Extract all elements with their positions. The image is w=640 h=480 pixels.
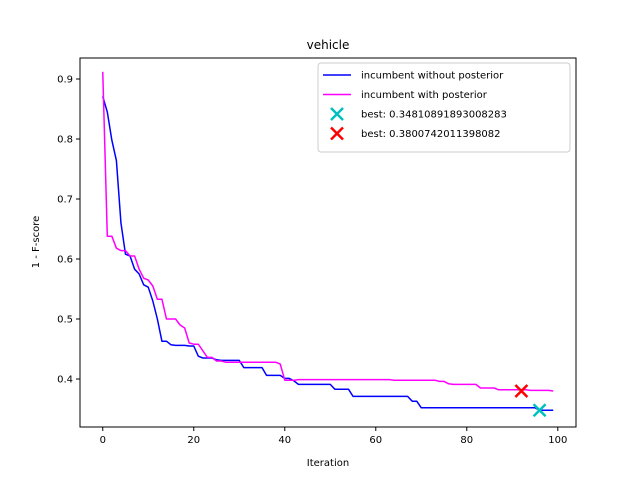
best-marker-1-stroke-b — [532, 403, 547, 418]
series-line-2 — [102, 71, 554, 392]
y-tick-label-0.4: 0.4 — [57, 375, 73, 386]
x-tick-label-100: 100 — [548, 435, 567, 446]
best-marker-2-stroke-b — [514, 384, 529, 398]
y-axis: 0.4 0.5 0.6 0.7 0.8 0.9 — [57, 75, 80, 386]
x-axis-label: Iteration — [307, 458, 349, 469]
y-tick-label-0.9: 0.9 — [57, 75, 73, 86]
legend: incumbent without posterior incumbent wit… — [317, 62, 571, 153]
legend-label-series-1: incumbent without posterior — [361, 71, 504, 82]
legend-label-best-2: best: 0.3800742011398082 — [361, 129, 501, 140]
legend-marker-2-b — [330, 126, 344, 141]
x-tick-label-80: 80 — [460, 435, 473, 446]
legend-marker-1-b — [330, 107, 344, 121]
legend-label-best-1: best: 0.34810891893008283 — [361, 110, 507, 121]
x-tick-label-60: 60 — [369, 435, 382, 446]
y-tick-label-0.7: 0.7 — [57, 195, 73, 206]
legend-box — [317, 62, 571, 153]
series-line-1 — [102, 96, 554, 411]
y-tick-label-0.5: 0.5 — [57, 315, 73, 326]
x-tick-label-20: 20 — [187, 435, 200, 446]
plot-area-frame — [79, 57, 577, 428]
best-marker-2 — [514, 384, 529, 398]
x-tick-label-0: 0 — [100, 435, 106, 446]
x-tick-label-40: 40 — [278, 435, 291, 446]
marker-layer — [514, 384, 547, 418]
y-axis-label: 1 - F-score — [31, 216, 42, 269]
x-axis: 0 20 40 60 80 100 — [100, 427, 567, 446]
chart-title: vehicle — [307, 38, 350, 52]
legend-label-series-2: incumbent with posterior — [361, 90, 488, 101]
series-layer — [102, 71, 554, 411]
y-tick-label-0.8: 0.8 — [57, 135, 73, 146]
y-tick-label-0.6: 0.6 — [57, 255, 73, 266]
best-marker-1 — [532, 403, 547, 418]
